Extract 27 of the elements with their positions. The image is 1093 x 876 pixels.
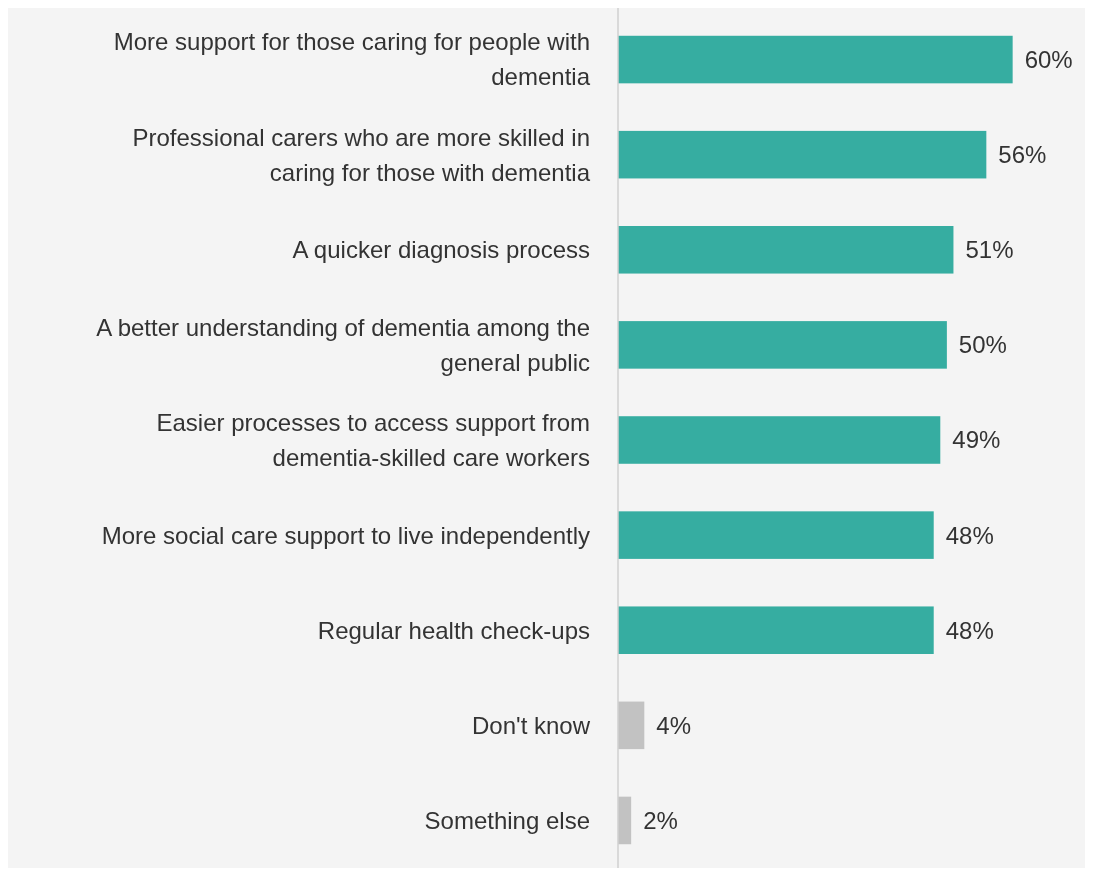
bar bbox=[618, 511, 934, 559]
bar bbox=[618, 606, 934, 654]
y-tick-label: A better understanding of dementia among the general public bbox=[96, 313, 590, 376]
bar bbox=[618, 321, 947, 369]
y-tick-label: A quicker diagnosis process bbox=[292, 236, 590, 264]
data-label: 50% bbox=[958, 331, 1007, 359]
y-tick-label: Regular health check-ups bbox=[317, 616, 590, 644]
data-label: 48% bbox=[945, 616, 994, 644]
y-tick-label: More support for those caring for people with dementia bbox=[113, 28, 591, 91]
data-label: 4% bbox=[656, 711, 691, 739]
y-tick-label: Don't know bbox=[472, 711, 591, 739]
y-tick-label: More social care support to live independently bbox=[101, 521, 590, 549]
y-tick-label: Easier processes to access support from dementia-skilled care workers bbox=[156, 408, 590, 471]
bar bbox=[618, 416, 941, 464]
data-label: 2% bbox=[643, 806, 678, 834]
y-tick-label: Professional carers who are more skilled in caring for those with dementia bbox=[132, 123, 591, 186]
data-label: 49% bbox=[952, 426, 1001, 454]
bar bbox=[618, 35, 1013, 84]
y-tick-label: Something else bbox=[424, 806, 590, 834]
data-label: 51% bbox=[965, 236, 1014, 264]
bar bbox=[618, 701, 645, 750]
data-label: 56% bbox=[998, 141, 1047, 169]
bar bbox=[618, 226, 954, 274]
data-label: 60% bbox=[1024, 45, 1073, 73]
bar bbox=[618, 796, 632, 845]
bar bbox=[618, 130, 987, 179]
data-label: 48% bbox=[945, 521, 994, 549]
